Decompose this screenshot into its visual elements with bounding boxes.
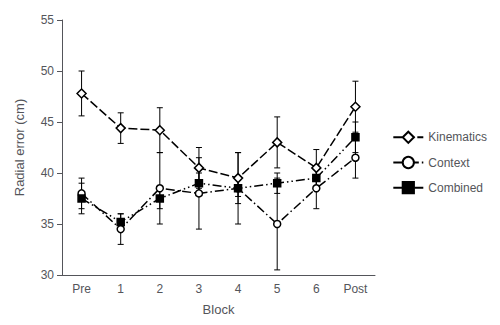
svg-text:30: 30 (41, 268, 55, 282)
svg-text:Pre: Pre (72, 282, 91, 296)
svg-text:5: 5 (274, 282, 281, 296)
svg-text:Radial error (cm): Radial error (cm) (12, 99, 27, 197)
svg-text:35: 35 (41, 217, 55, 231)
svg-text:55: 55 (41, 13, 55, 27)
svg-text:1: 1 (117, 282, 124, 296)
svg-text:40: 40 (41, 166, 55, 180)
svg-text:6: 6 (313, 282, 320, 296)
svg-text:3: 3 (196, 282, 203, 296)
svg-text:Context: Context (428, 156, 470, 170)
svg-text:50: 50 (41, 64, 55, 78)
svg-text:Combined: Combined (428, 181, 483, 195)
svg-text:Block: Block (203, 302, 235, 317)
svg-text:2: 2 (156, 282, 163, 296)
svg-text:45: 45 (41, 115, 55, 129)
svg-text:Post: Post (343, 282, 368, 296)
svg-text:4: 4 (235, 282, 242, 296)
svg-text:Kinematics: Kinematics (428, 130, 487, 144)
